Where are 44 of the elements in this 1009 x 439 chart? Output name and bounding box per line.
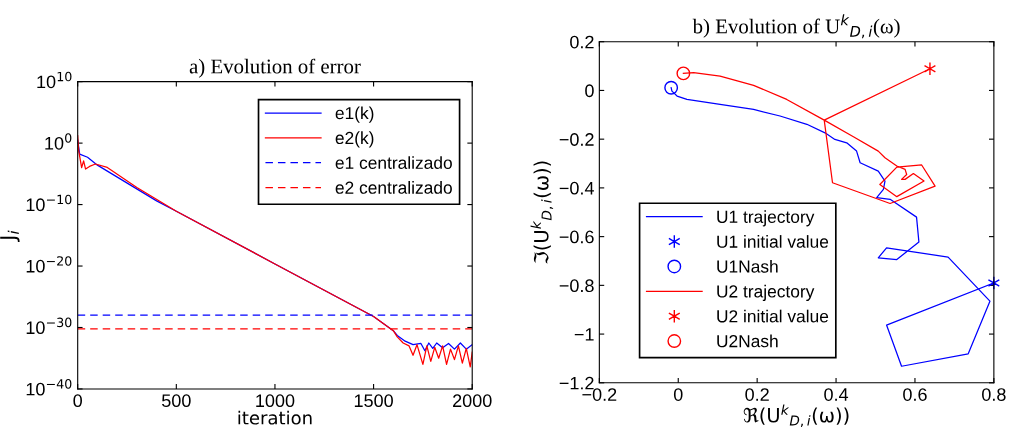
x-tick-label: 1500: [354, 394, 393, 408]
y-tick-label: 0.2: [570, 35, 594, 49]
y-tick-label: −0.4: [559, 181, 594, 195]
legend-label: U1 trajectory: [717, 210, 815, 227]
x-tick-label: 0.4: [824, 388, 849, 401]
legend-label: e2(k): [335, 131, 374, 148]
chart-title: b) Evolution of U$^{k}$$_{D,i}$(ω): [692, 14, 900, 39]
y-tick-label: −0.8: [559, 279, 594, 293]
legend-label: U1 initial value: [717, 235, 829, 248]
y-tick-label: −0.6: [559, 230, 594, 244]
legend-label: U2 initial value: [717, 309, 829, 323]
x-tick-label: 2000: [453, 394, 492, 408]
x-tick-label: 0.8: [982, 388, 1006, 401]
y-axis-title: J$_{i}$: [0, 230, 20, 242]
x-axis-title: iteration: [238, 410, 312, 425]
y-tick-label: 10$^{−40}$: [26, 379, 72, 396]
y-tick-label: −1: [574, 328, 594, 341]
y-tick-label: 10$^{0}$: [45, 133, 72, 150]
x-tick-label: 0: [73, 394, 83, 408]
legend-label: e2 centralizado: [335, 181, 452, 194]
y-tick-label: 10$^{−30}$: [26, 317, 72, 335]
x-tick-label: 1000: [256, 394, 295, 408]
point: [923, 61, 937, 76]
y-tick-label: 10$^{10}$: [37, 71, 72, 89]
y-tick-label: −1.2: [559, 376, 594, 390]
x-tick-label: 500: [161, 394, 191, 408]
x-tick-label: 0.2: [745, 388, 769, 401]
x-tick-label: −0.2: [582, 388, 617, 401]
legend-label: e1 centralizado: [335, 156, 452, 169]
y-tick-label: 0: [585, 84, 594, 98]
y-tick-label: −0.2: [559, 133, 594, 146]
y-tick-label: 10$^{−10}$: [26, 194, 72, 212]
chart-title: a) Evolution of error: [189, 58, 361, 78]
y-tick-label: 10$^{−20}$: [26, 256, 72, 273]
legend-label: e1(k): [335, 106, 374, 123]
legend-label: U2Nash: [717, 334, 778, 348]
x-tick-label: 0: [673, 388, 683, 401]
x-axis-title: ℜ(U$^{k}$$_{D,i}$(ω)): [743, 404, 849, 428]
point: [676, 66, 691, 81]
point: [664, 80, 679, 95]
x-tick-label: 0.6: [903, 388, 927, 401]
y-axis-title: ℑ(U$^{k}$$_{D,i}$(ω)): [530, 161, 554, 264]
legend-label: U2 trajectory: [717, 284, 815, 301]
legend-label: U1Nash: [717, 259, 778, 273]
